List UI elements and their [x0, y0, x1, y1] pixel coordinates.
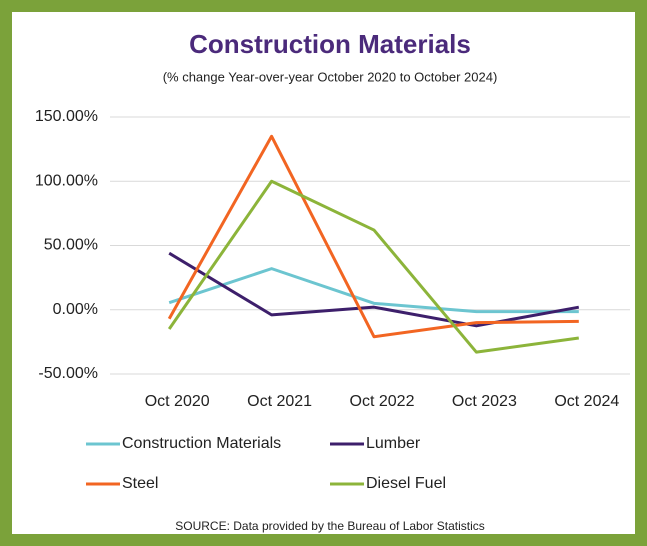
y-tick-label: 150.00% [35, 108, 98, 125]
y-tick-label: 50.00% [44, 237, 98, 254]
legend-label: Lumber [366, 435, 421, 452]
x-tick-label: Oct 2023 [452, 393, 517, 410]
series-line [167, 134, 579, 339]
y-tick-label: 0.00% [53, 301, 98, 318]
y-tick-label: 100.00% [35, 172, 98, 189]
legend-label: Diesel Fuel [366, 475, 446, 492]
source: SOURCE: Data provided by the Bureau of L… [175, 519, 485, 533]
series-line [168, 251, 580, 328]
x-tick-label: Oct 2024 [554, 393, 619, 410]
legend-label: Steel [122, 475, 158, 492]
chart-subtitle: (% change Year-over-year October 2020 to… [163, 69, 498, 84]
chart-title: Construction Materials [189, 29, 471, 59]
x-tick-label: Oct 2021 [247, 393, 312, 410]
y-tick-label: -50.00% [38, 365, 98, 382]
legend-label: Construction Materials [122, 435, 281, 452]
series-line [168, 267, 579, 314]
x-tick-label: Oct 2022 [350, 393, 415, 410]
series-line [167, 179, 580, 354]
x-tick-label: Oct 2020 [145, 393, 210, 410]
